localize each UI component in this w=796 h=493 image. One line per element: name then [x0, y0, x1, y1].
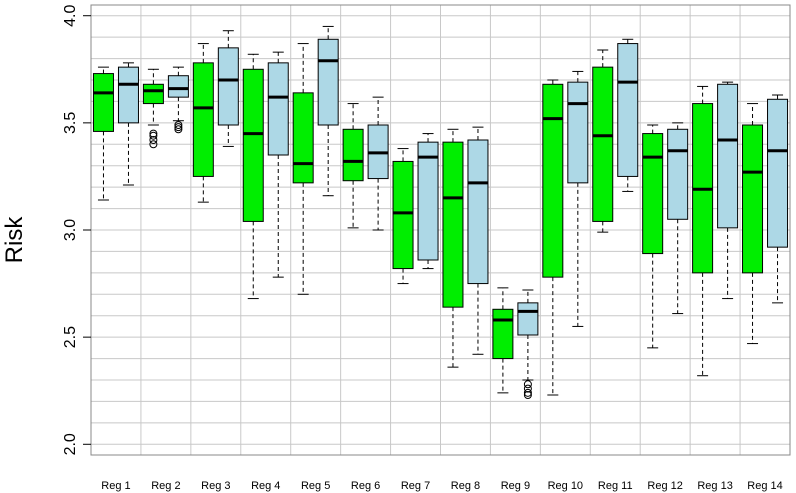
iqr-box [442, 141, 464, 308]
iqr-box [567, 81, 589, 184]
box-green-12 [642, 124, 664, 349]
outlier-point [149, 136, 158, 144]
x-tick-label: Reg 13 [697, 480, 732, 492]
y-tick-label: 2.0 [62, 433, 79, 455]
iqr-box [342, 128, 364, 182]
x-tick-label: Reg 9 [501, 480, 530, 492]
outlier-point [149, 129, 158, 138]
iqr-box [542, 83, 564, 278]
iqr-box [167, 75, 189, 98]
box-blue-13 [717, 81, 739, 300]
box-blue-7 [417, 133, 439, 270]
box-green-6 [342, 103, 364, 229]
box-green-13 [692, 85, 714, 377]
x-tick-label: Reg 2 [151, 480, 180, 492]
x-tick-label: Reg 4 [251, 480, 280, 492]
x-tick-label: Reg 7 [401, 480, 430, 492]
x-tick-label: Reg 10 [548, 480, 583, 492]
iqr-box [317, 38, 339, 126]
box-blue-10 [567, 70, 589, 327]
y-axis-label: Risk [1, 216, 28, 264]
outlier-point [523, 380, 532, 389]
x-axis-tick-labels: Reg 1 Reg 2 Reg 3 Reg 4 Reg 5 Reg 6 Reg 7 Reg 8… [101, 480, 782, 492]
x-tick-label: Reg 12 [647, 480, 682, 492]
iqr-box [142, 83, 164, 105]
box-green-7 [392, 148, 414, 285]
outlier-point [523, 388, 532, 397]
outlier-point [523, 384, 532, 393]
outlier-point [174, 123, 183, 132]
box-blue-2 [167, 66, 189, 134]
iqr-box [592, 66, 614, 222]
iqr-box [517, 302, 539, 336]
box-blue-5 [317, 25, 339, 197]
box-green-5 [292, 43, 314, 295]
box-green-8 [442, 128, 464, 368]
iqr-box [767, 98, 789, 248]
x-tick-label: Reg 6 [351, 480, 380, 492]
x-tick-label: Reg 3 [201, 480, 230, 492]
box-green-3 [192, 43, 214, 203]
iqr-box [392, 160, 414, 270]
iqr-box [492, 308, 514, 360]
iqr-box [117, 66, 139, 124]
box-blue-14 [767, 94, 789, 304]
iqr-box [467, 139, 489, 285]
iqr-box [92, 73, 114, 132]
iqr-box [292, 92, 314, 184]
box-green-2 [142, 68, 164, 149]
box-plots [92, 25, 789, 399]
iqr-box [242, 68, 264, 222]
box-blue-4 [267, 51, 289, 278]
y-tick-label: 3.5 [62, 112, 79, 134]
box-blue-11 [617, 38, 639, 192]
box-green-9 [492, 287, 514, 394]
outlier-point [523, 391, 532, 399]
outlier-point [174, 121, 183, 129]
box-green-10 [542, 79, 564, 396]
box-green-1 [92, 66, 114, 201]
x-tick-label: Reg 11 [598, 480, 633, 492]
box-blue-9 [517, 289, 539, 399]
iqr-box [267, 62, 289, 156]
outlier-point [174, 125, 183, 134]
box-green-14 [742, 103, 764, 345]
box-green-11 [592, 49, 614, 233]
y-axis-ticks: 2.0 2.5 3.0 3.5 4.0 [62, 4, 91, 455]
y-tick-label: 3.0 [62, 219, 79, 241]
box-blue-12 [667, 122, 689, 315]
x-tick-label: Reg 8 [451, 480, 480, 492]
y-tick-label: 4.0 [62, 4, 79, 26]
iqr-box [617, 43, 639, 177]
x-tick-label: Reg 14 [747, 480, 782, 492]
y-tick-label: 2.5 [62, 326, 79, 348]
outlier-point [149, 140, 158, 149]
iqr-box [217, 47, 239, 126]
outlier-point [149, 131, 158, 140]
iqr-box [642, 133, 664, 255]
x-tick-label: Reg 1 [101, 480, 130, 492]
x-tick-label: Reg 5 [301, 480, 330, 492]
iqr-box [192, 62, 214, 177]
iqr-box [742, 124, 764, 274]
iqr-box [717, 83, 739, 229]
iqr-box [417, 141, 439, 261]
box-green-4 [242, 53, 264, 300]
box-blue-1 [117, 62, 139, 186]
box-blue-3 [217, 30, 239, 147]
box-blue-8 [467, 126, 489, 355]
box-blue-6 [367, 96, 389, 231]
iqr-box [667, 128, 689, 220]
